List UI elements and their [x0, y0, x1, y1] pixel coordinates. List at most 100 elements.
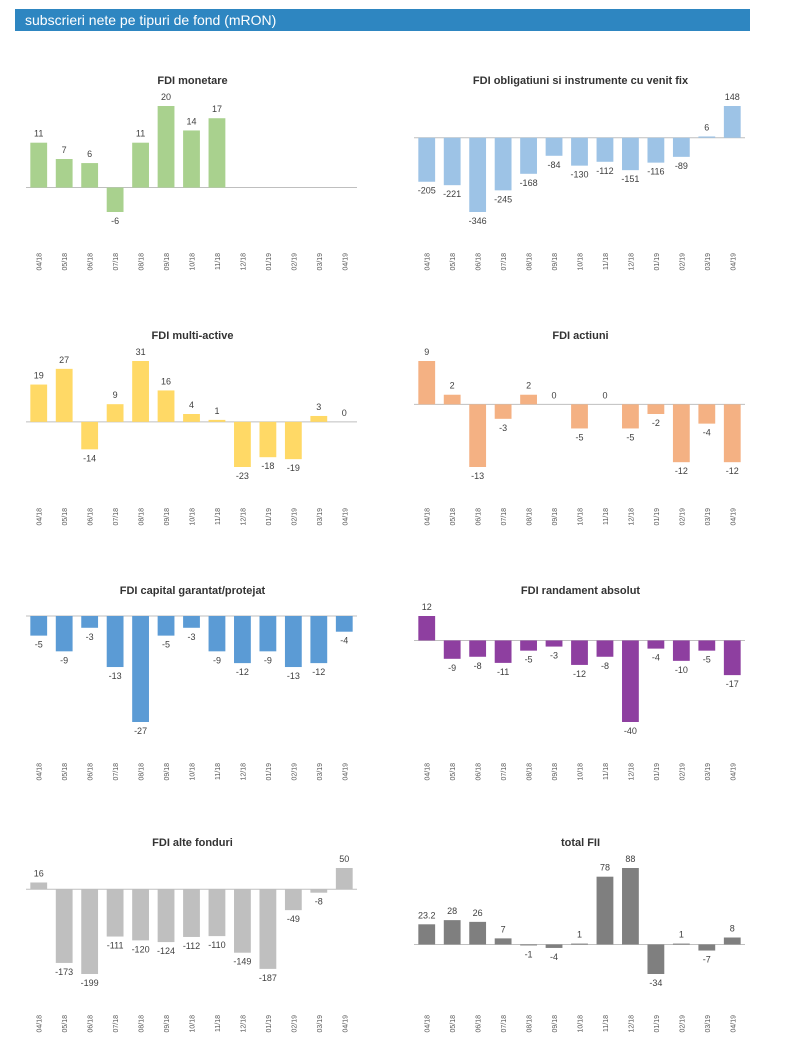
data-label: -5 — [525, 655, 533, 665]
x-tick-label: 08/18 — [527, 763, 534, 781]
x-tick-label: 08/18 — [139, 763, 146, 781]
bar — [183, 414, 200, 422]
bar — [157, 616, 175, 636]
bar — [443, 394, 461, 405]
bar — [30, 616, 48, 636]
x-tick-label: 07/18 — [113, 253, 120, 271]
data-label: -49 — [287, 914, 300, 924]
data-label: 7 — [501, 924, 506, 934]
chart-title: FDI actiuni — [552, 330, 608, 342]
page-header-title: subscrieri nete pe tipuri de fond (mRON) — [25, 12, 277, 28]
bar — [647, 640, 665, 649]
data-label: 7 — [62, 145, 67, 155]
data-label: -3 — [86, 632, 94, 642]
data-label: -27 — [134, 726, 147, 736]
bar — [284, 889, 302, 911]
data-label: -19 — [287, 463, 300, 473]
data-label: 11 — [34, 129, 43, 139]
chart-fdi-multi-active: FDI multi-active 19 04/18 27 05/18 -14 06/18 9 0… — [20, 325, 365, 530]
bar — [418, 616, 436, 641]
data-label: 11 — [136, 129, 145, 139]
data-label: -13 — [471, 471, 484, 481]
bar — [310, 415, 328, 422]
bar — [55, 616, 73, 652]
chart-title: FDI multi-active — [152, 330, 234, 342]
x-tick-label: 04/19 — [730, 253, 737, 271]
x-tick-label: 02/19 — [291, 508, 298, 526]
bar — [157, 889, 175, 943]
data-label: 0 — [552, 390, 557, 400]
bar — [647, 404, 665, 414]
data-label: -3 — [499, 423, 507, 433]
bar — [647, 944, 665, 974]
bar — [335, 868, 353, 890]
chart-svg: FDI randament absolut 12 04/18 -9 05/18 -8 06/… — [414, 585, 745, 781]
chart-fdi-actiuni: FDI actiuni 9 04/18 2 05/18 -13 06/18 -3 07/18 2 0… — [408, 325, 753, 530]
bar — [284, 616, 302, 668]
data-label: -2 — [652, 418, 660, 428]
x-tick-label: 06/18 — [476, 253, 483, 271]
bar — [622, 137, 639, 171]
data-label: -199 — [81, 978, 99, 988]
bar — [545, 137, 563, 156]
x-tick-label: 01/19 — [266, 508, 273, 526]
data-label: -5 — [626, 432, 634, 442]
x-tick-label: 06/18 — [88, 763, 95, 781]
data-label: -6 — [111, 216, 119, 226]
data-label: -84 — [548, 160, 561, 170]
data-label: -9 — [213, 655, 221, 665]
bar — [132, 361, 149, 422]
x-tick-label: 12/18 — [628, 508, 635, 526]
bar — [571, 137, 588, 166]
bar — [106, 404, 124, 422]
bar — [106, 616, 124, 668]
data-label: 16 — [161, 376, 171, 386]
data-label: -8 — [315, 897, 323, 907]
bar — [157, 390, 175, 422]
data-label: 0 — [602, 390, 607, 400]
data-label: -112 — [596, 166, 613, 176]
bar — [284, 421, 302, 460]
bar — [310, 616, 328, 664]
bar — [81, 616, 99, 628]
data-label: -205 — [418, 186, 436, 196]
bar — [259, 616, 277, 652]
x-tick-label: 11/18 — [603, 253, 610, 270]
data-label: -12 — [675, 466, 688, 476]
x-tick-label: 09/18 — [164, 253, 171, 271]
chart-fdi-monetare: FDI monetare 11 04/18 7 05/18 6 06/18 -6 07/18 11… — [20, 70, 365, 275]
bar — [418, 924, 436, 945]
data-label: 27 — [59, 355, 69, 365]
data-label: 6 — [704, 122, 709, 132]
x-tick-label: 04/18 — [425, 508, 432, 526]
x-tick-label: 08/18 — [139, 508, 146, 526]
x-tick-label: 08/18 — [527, 508, 534, 526]
x-tick-label: 07/18 — [501, 253, 508, 271]
bar — [106, 187, 124, 212]
data-label: -9 — [60, 655, 68, 665]
x-tick-label: 04/18 — [425, 763, 432, 781]
x-tick-label: 05/18 — [62, 763, 69, 781]
x-tick-label: 04/18 — [37, 763, 44, 781]
x-tick-label: 11/18 — [603, 1015, 610, 1032]
chart-fdi-capital-garantat: FDI capital garantat/protejat -5 04/18 -9 05… — [20, 580, 365, 785]
x-tick-label: 09/18 — [552, 763, 559, 781]
bar — [55, 368, 73, 422]
data-label: -130 — [570, 170, 588, 180]
data-label: -7 — [703, 955, 711, 965]
bar — [494, 404, 512, 419]
data-label: 9 — [424, 347, 429, 357]
data-label: -4 — [550, 952, 558, 962]
data-label: -3 — [187, 632, 195, 642]
bar — [571, 404, 588, 429]
data-label: 8 — [730, 924, 735, 934]
bar — [234, 889, 251, 953]
data-label: 1 — [679, 930, 684, 940]
x-tick-label: 02/19 — [291, 253, 298, 271]
x-tick-label: 05/18 — [450, 253, 457, 271]
chart-fdi-obligatiuni: FDI obligatiuni si instrumente cu venit … — [408, 70, 753, 275]
bar — [335, 616, 353, 632]
x-tick-label: 11/18 — [603, 508, 610, 525]
bar — [698, 136, 716, 138]
x-tick-label: 03/19 — [705, 763, 712, 781]
